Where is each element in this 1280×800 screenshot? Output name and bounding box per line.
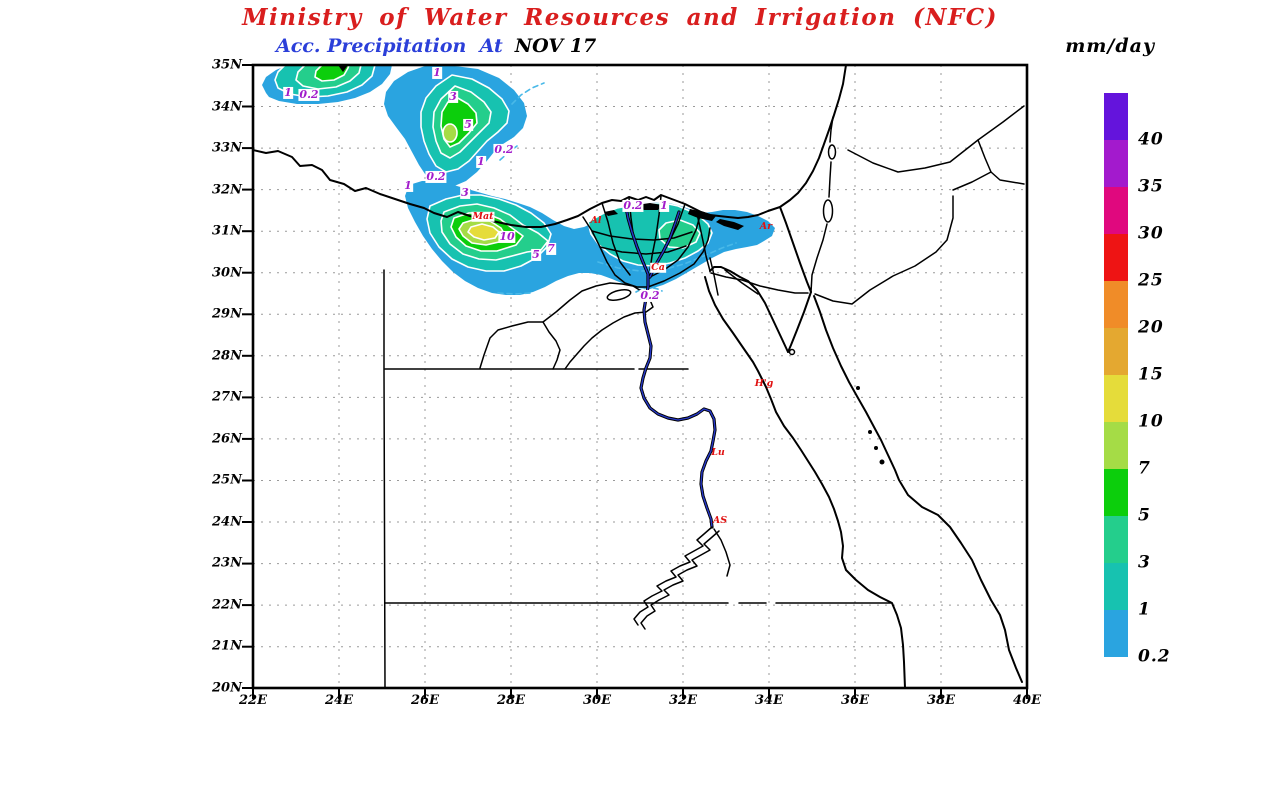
- legend-value-label: 30: [1138, 223, 1164, 244]
- lon-label: 34E: [755, 693, 783, 708]
- lat-label: 22N: [212, 597, 242, 613]
- subtitle-product-label: Acc. Precipitation At: [276, 35, 503, 57]
- station-label: Ca: [650, 261, 666, 274]
- legend-value-label: 1: [1138, 599, 1151, 620]
- legend-value-label: 20: [1138, 317, 1164, 338]
- legend-swatch: [1104, 140, 1128, 187]
- lat-label: 34N: [212, 99, 242, 115]
- lat-label: 25N: [212, 472, 242, 488]
- contour-value-label: 0.2: [639, 288, 661, 303]
- legend-swatch: [1104, 422, 1128, 469]
- lon-label: 30E: [583, 693, 611, 708]
- legend-swatch: [1104, 375, 1128, 422]
- lat-label: 32N: [212, 182, 242, 198]
- legend-value-label: 15: [1138, 364, 1164, 385]
- lat-label: 27N: [212, 389, 242, 405]
- legend-swatch: [1104, 563, 1128, 610]
- graticule-grid: [253, 65, 1027, 688]
- lat-label: 29N: [212, 306, 242, 322]
- contour-value-label: 3: [460, 185, 470, 200]
- lat-label: 24N: [212, 514, 242, 530]
- contour-value-label: 0.2: [622, 198, 644, 213]
- legend-value-label: 5: [1138, 505, 1151, 526]
- contour-value-label: 3: [448, 89, 458, 104]
- station-label: AS: [712, 514, 728, 526]
- station-label: Al: [590, 214, 602, 226]
- lat-label: 20N: [212, 680, 242, 696]
- lat-label: 30N: [212, 265, 242, 281]
- legend-swatch: [1104, 234, 1128, 281]
- lat-label: 35N: [212, 57, 242, 73]
- units-label: mm/day: [1065, 35, 1155, 57]
- legend-value-label: 35: [1138, 176, 1164, 197]
- lon-label: 38E: [927, 693, 955, 708]
- contour-value-label: 0.2: [425, 169, 447, 184]
- lon-label: 24E: [325, 693, 353, 708]
- legend-swatch: [1104, 610, 1128, 657]
- station-label: Ar: [759, 220, 773, 232]
- contour-value-label: 1: [283, 85, 293, 100]
- lat-label: 23N: [212, 555, 242, 571]
- lat-label: 31N: [212, 223, 242, 239]
- station-label: Lu: [711, 446, 725, 458]
- legend-value-label: 3: [1138, 552, 1151, 573]
- contour-value-label: 1: [476, 154, 486, 169]
- legend-swatch: [1104, 328, 1128, 375]
- contour-value-label: 5: [531, 247, 541, 262]
- contour-value-label: 1: [432, 65, 442, 80]
- legend-value-label: 10: [1138, 411, 1164, 432]
- legend-value-label: 25: [1138, 270, 1164, 291]
- page-title: Ministry of Water Resources and Irrigati…: [242, 4, 998, 31]
- station-label: H'g: [754, 377, 774, 389]
- legend-value-label: 7: [1138, 458, 1151, 479]
- lon-label: 32E: [669, 693, 697, 708]
- lake-nasser: [633, 526, 731, 630]
- coastlines-and-borders: [252, 64, 1025, 689]
- contour-value-label: 5: [463, 117, 473, 132]
- legend-swatch: [1104, 187, 1128, 234]
- contour-value-label: 10: [498, 229, 516, 244]
- lon-label: 28E: [497, 693, 525, 708]
- subtitle-date: NOV 17: [514, 35, 597, 57]
- legend-swatch: [1104, 469, 1128, 516]
- lon-label: 22E: [239, 693, 267, 708]
- contour-value-label: 0.2: [298, 87, 320, 102]
- lon-label: 36E: [841, 693, 869, 708]
- contour-value-label: 1: [659, 198, 669, 213]
- lat-label: 33N: [212, 140, 242, 156]
- lat-label: 26N: [212, 431, 242, 447]
- legend-swatch: [1104, 281, 1128, 328]
- legend-value-label: 0.2: [1138, 646, 1171, 667]
- lon-label: 40E: [1013, 693, 1041, 708]
- legend-value-label: 40: [1138, 129, 1164, 150]
- legend-swatch: [1104, 93, 1128, 140]
- station-label: Mat: [471, 210, 495, 223]
- contour-value-label: 0.2: [493, 142, 515, 157]
- subtitle: Acc. Precipitation At NOV 17: [276, 35, 596, 57]
- legend-swatch: [1104, 516, 1128, 563]
- axis-ticks: [242, 64, 1028, 699]
- contour-value-label: 7: [546, 241, 556, 256]
- lon-label: 26E: [411, 693, 439, 708]
- precip-shading: [262, 64, 775, 295]
- contour-value-label: 1: [403, 178, 413, 193]
- lat-label: 21N: [212, 638, 242, 654]
- map-frame: [242, 63, 1029, 699]
- lat-label: 28N: [212, 348, 242, 364]
